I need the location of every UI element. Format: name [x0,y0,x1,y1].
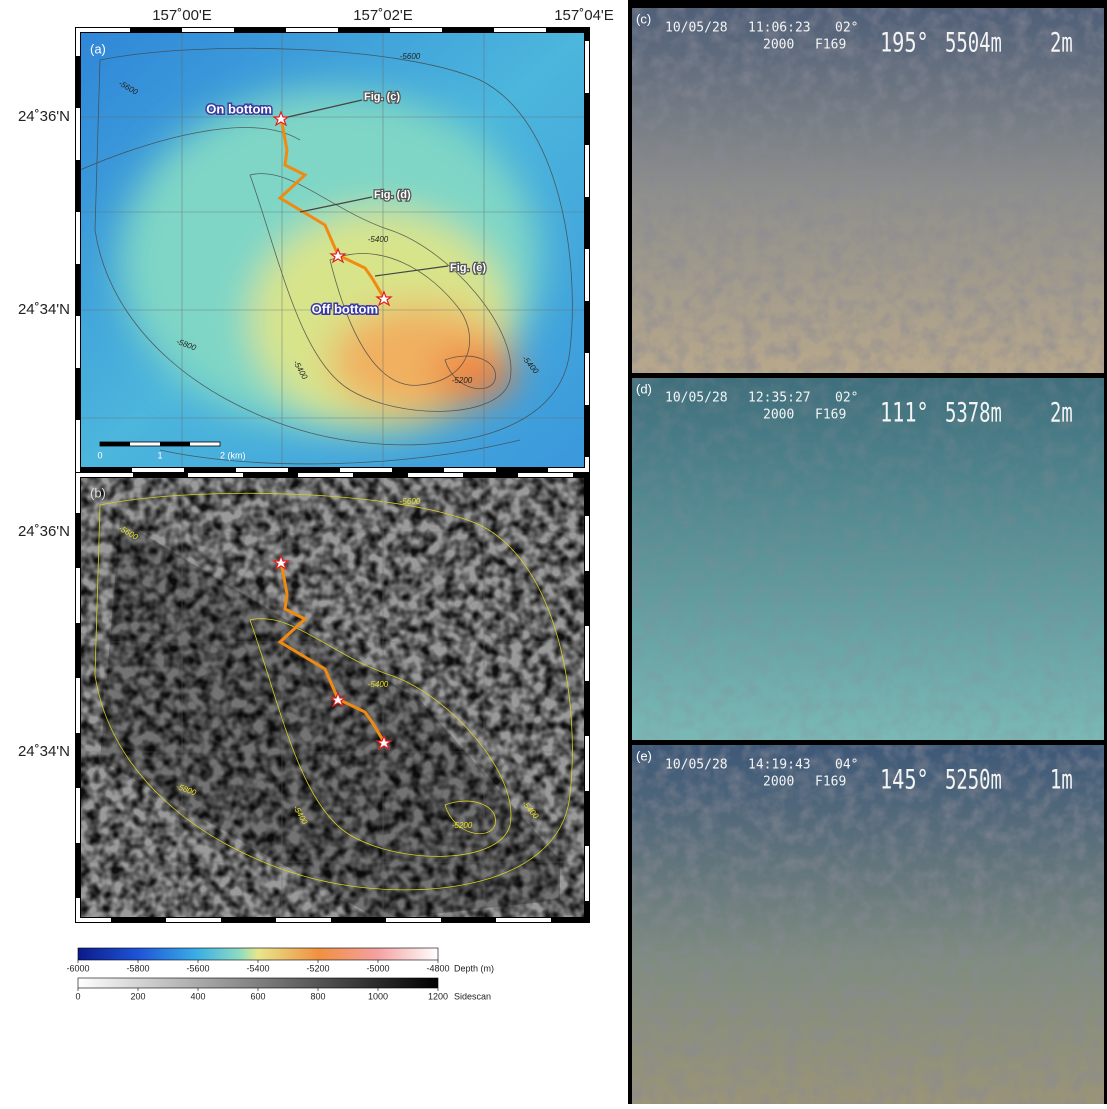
photo-label: (e) [636,748,652,763]
photo-time: 12:35:27 [748,391,811,406]
photo-code: 2000 [763,408,794,423]
colorbar-label: Sidescan [454,991,491,1001]
colorbar-label: Depth (m) [454,963,494,973]
photo-altitude: 2m [1050,27,1073,58]
lon-label: 157˚00'E [152,7,212,24]
contour-label: -5600 [400,497,421,506]
colorbar-tick-label: 0 [75,991,80,1001]
photo-pitch: 02° [835,391,858,406]
colorbar [78,978,438,988]
colorbar-tick-label: -5200 [306,963,329,973]
photo-code: F169 [815,408,846,423]
photo-texture [632,378,1104,740]
colorbar-tick-label: -5000 [366,963,389,973]
colorbar-tick-label: 1200 [428,991,448,1001]
photo-code: 2000 [763,775,794,790]
colorbar [78,948,438,960]
photo-altitude: 2m [1050,397,1073,428]
annotation: On bottom [206,101,272,116]
photo-code: F169 [815,775,846,790]
annotation: Fig. (d) [374,189,411,201]
photo-date: 10/05/28 [665,391,728,406]
photo-depth: 5504m [945,27,1002,58]
photo-date: 10/05/28 [665,758,728,773]
colorbar-tick-label: -5600 [186,963,209,973]
contour-label: -5400 [368,235,389,244]
photo-pitch: 02° [835,21,858,36]
contour-label: -5200 [452,821,473,830]
colorbar-tick-label: 200 [130,991,145,1001]
photo-label: (d) [636,381,652,396]
photo-depth: 5378m [945,397,1002,428]
colorbar-tick-label: -5400 [246,963,269,973]
lon-label: 157˚04'E [554,7,614,24]
photo-code: 2000 [763,38,794,53]
photo-heading: 145° [880,763,929,795]
photo-heading: 111° [880,396,929,428]
photo-texture [632,8,1104,373]
photo-pitch: 04° [835,758,858,773]
lat-label: 24˚36'N [18,523,70,540]
scale-bar [100,442,220,446]
colorbar-tick-label: 400 [190,991,205,1001]
contour-label: -5600 [400,52,421,61]
photo-depth: 5250m [945,764,1002,795]
colorbar-tick-label: -4800 [426,963,449,973]
photo-altitude: 1m [1050,764,1073,795]
contour-label: -5200 [452,376,473,385]
colorbar-tick-label: 800 [310,991,325,1001]
photo-texture [632,745,1104,1104]
scale-label: 2 (km) [220,450,246,460]
photo-date: 10/05/28 [665,21,728,36]
annotation: Fig. (c) [364,91,400,103]
panel-label: (b) [90,485,106,500]
contour-label: -5400 [368,680,389,689]
scale-label: 0 [97,450,102,460]
lat-label: 24˚34'N [18,301,70,318]
colorbar-tick-label: -5800 [126,963,149,973]
colorbar-tick-label: 1000 [368,991,388,1001]
photo-code: F169 [815,38,846,53]
annotation: Off bottom [312,301,378,316]
scale-label: 1 [157,450,162,460]
colorbar-tick-label: -6000 [66,963,89,973]
panel-label: (a) [90,41,106,56]
annotation: Fig. (e) [450,262,486,274]
lat-label: 24˚34'N [18,743,70,760]
photo-heading: 195° [880,26,929,58]
figure: (c)10/05/2811:06:2302°2000F169195°5504m2… [0,0,1107,1104]
bathymetry-map [78,30,587,470]
lon-label: 157˚02'E [353,7,413,24]
photo-time: 11:06:23 [748,21,811,36]
photo-label: (c) [636,11,651,26]
photo-time: 14:19:43 [748,758,811,773]
lat-label: 24˚36'N [18,108,70,125]
colorbar-tick-label: 600 [250,991,265,1001]
